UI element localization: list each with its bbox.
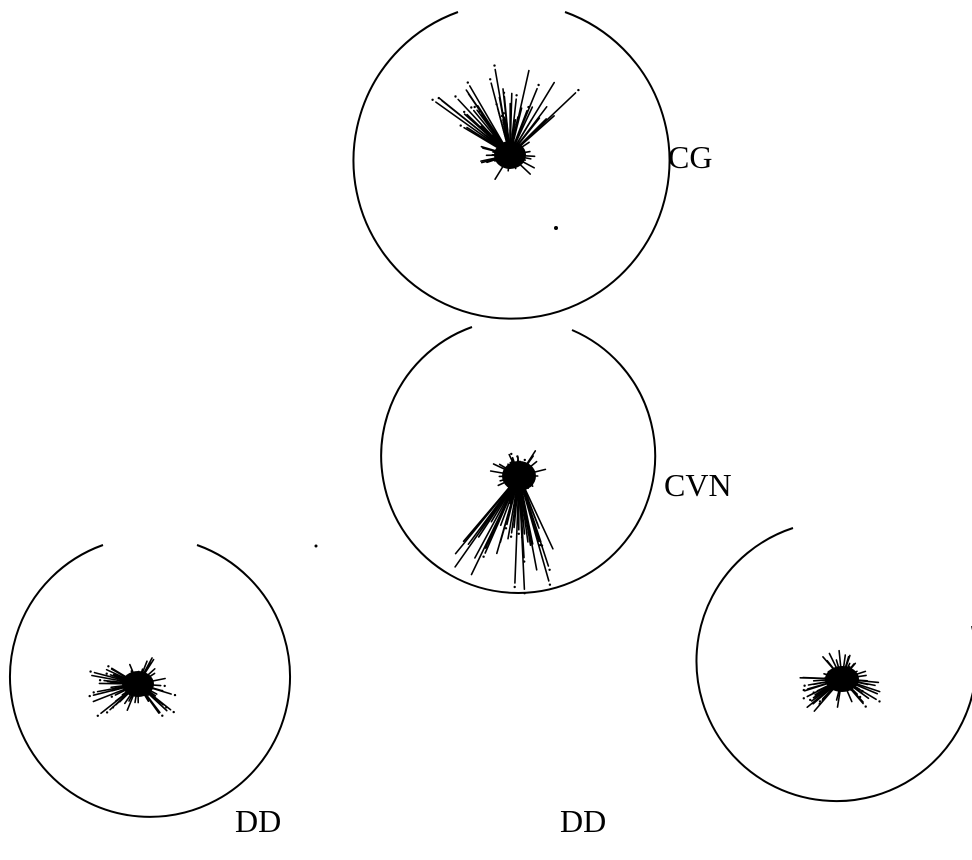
rose-tip-point [514, 586, 516, 588]
rose-tip-point [460, 124, 462, 126]
rose-tip-point [878, 700, 880, 702]
stereonet-cg: CG [354, 12, 713, 319]
rose-tip-point [173, 711, 175, 713]
rose-core-dd-left [122, 671, 154, 697]
stereonet-cvn: CVN [381, 327, 731, 594]
rose-core-cg [494, 141, 526, 169]
rose-tip-point [89, 695, 91, 697]
rose-tip-point [479, 110, 481, 112]
rose-tip-point [97, 715, 99, 717]
rose-tip-point [89, 670, 91, 672]
rose-core-cvn [502, 461, 536, 491]
rose-tip-point [164, 685, 166, 687]
rose-core-dd-right [825, 666, 859, 692]
stray-speck [315, 545, 318, 548]
stereonet-dd-right: DD [560, 528, 972, 839]
rose-tip-point [482, 556, 484, 558]
rose-tip-point [510, 453, 512, 455]
rose-tip-point [803, 697, 805, 699]
rose-tip-point [813, 691, 815, 693]
rose-tip-point [106, 711, 108, 713]
rose-tip-point [111, 696, 113, 698]
rose-tip-point [539, 544, 541, 546]
rose-tip-point [93, 691, 95, 693]
rose-tip-point [470, 106, 472, 108]
stereonet-dd-left: DD [10, 545, 290, 839]
rose-tip-point [816, 698, 818, 700]
rose-tip-point [174, 694, 176, 696]
rose-tip-point [577, 89, 579, 91]
rose-tip-point [454, 95, 456, 97]
rose-tip-point [107, 665, 109, 667]
rose-tip-point [493, 64, 495, 66]
rose-tip-point [474, 106, 476, 108]
label-cg: CG [668, 139, 712, 175]
rose-tip-point [527, 106, 529, 108]
rose-tip-point [549, 584, 551, 586]
rose-tip-point [161, 715, 163, 717]
rose-tip-point [467, 81, 469, 83]
label-dd-left: DD [235, 803, 281, 839]
rose-tip-point [503, 92, 505, 94]
rose-tip-point [99, 679, 101, 681]
rose-tip-point [859, 696, 861, 698]
rose-tip-point [515, 94, 517, 96]
rose-tip-point [510, 536, 512, 538]
stray-point-cg [554, 226, 558, 230]
rose-tip-point [803, 685, 805, 687]
rose-tip-point [503, 112, 505, 114]
label-dd-right: DD [560, 803, 606, 839]
rose-tip-point [548, 569, 550, 571]
rose-tip-point [803, 689, 805, 691]
label-cvn: CVN [664, 467, 732, 503]
rose-tip-point [523, 592, 525, 594]
rose-tip-point [106, 673, 108, 675]
rose-tip-point [518, 533, 520, 535]
rose-tip-point [524, 459, 526, 461]
rose-tip-point [431, 99, 433, 101]
rose-tip-point [463, 111, 465, 113]
rose-tip-point [537, 84, 539, 86]
rose-tip-point [489, 78, 491, 80]
rose-tip-point [865, 705, 867, 707]
